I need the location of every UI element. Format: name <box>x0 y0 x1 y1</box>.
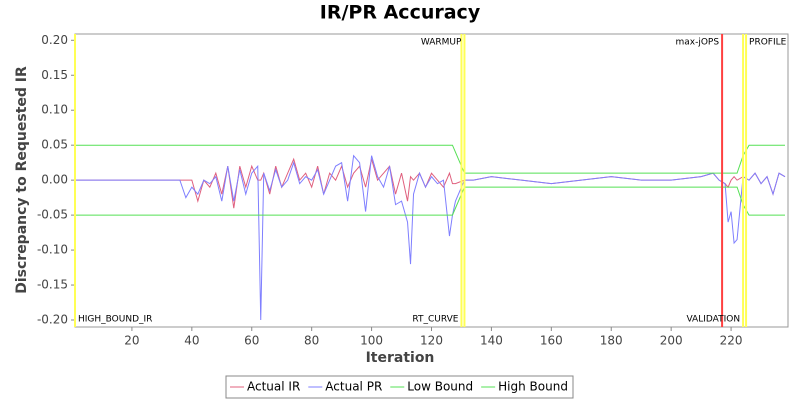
marker-label: VALIDATION <box>686 315 740 325</box>
x-tick-label: 220 <box>720 334 743 348</box>
y-tick-label: 0.05 <box>41 138 68 152</box>
legend-label: Low Bound <box>407 380 473 394</box>
legend-label: Actual IR <box>247 380 300 394</box>
y-tick-label: -0.15 <box>37 278 68 292</box>
x-tick-label: 20 <box>124 334 139 348</box>
marker-label: RT_CURVE <box>412 315 458 325</box>
y-tick-label: -0.05 <box>37 208 68 222</box>
x-tick-label: 60 <box>244 334 259 348</box>
chart-title: IR/PR Accuracy <box>320 2 481 24</box>
y-tick-label: 0.20 <box>41 33 68 47</box>
marker-label: WARMUP <box>421 38 462 48</box>
y-axis-label: Discrepancy to Requested IR <box>14 66 30 294</box>
x-tick-label: 80 <box>304 334 319 348</box>
legend-label: High Bound <box>498 380 568 394</box>
marker-label: max-jOPS <box>675 38 719 48</box>
x-tick-label: 200 <box>660 334 683 348</box>
x-tick-label: 120 <box>420 334 443 348</box>
legend-label: Actual PR <box>325 380 382 394</box>
y-tick-label: -0.10 <box>37 243 68 257</box>
y-tick-label: -0.20 <box>37 313 68 327</box>
x-tick-label: 180 <box>600 334 623 348</box>
y-tick-label: 0.00 <box>41 173 68 187</box>
y-tick-label: 0.10 <box>41 103 68 117</box>
x-axis-label: Iteration <box>366 350 435 366</box>
x-tick-label: 100 <box>360 334 383 348</box>
x-tick-label: 140 <box>480 334 503 348</box>
marker-label: PROFILE <box>749 38 787 48</box>
y-tick-label: 0.15 <box>41 68 68 82</box>
marker-label: HIGH_BOUND_IR <box>78 315 152 325</box>
x-tick-label: 160 <box>540 334 563 348</box>
x-tick-label: 40 <box>184 334 199 348</box>
